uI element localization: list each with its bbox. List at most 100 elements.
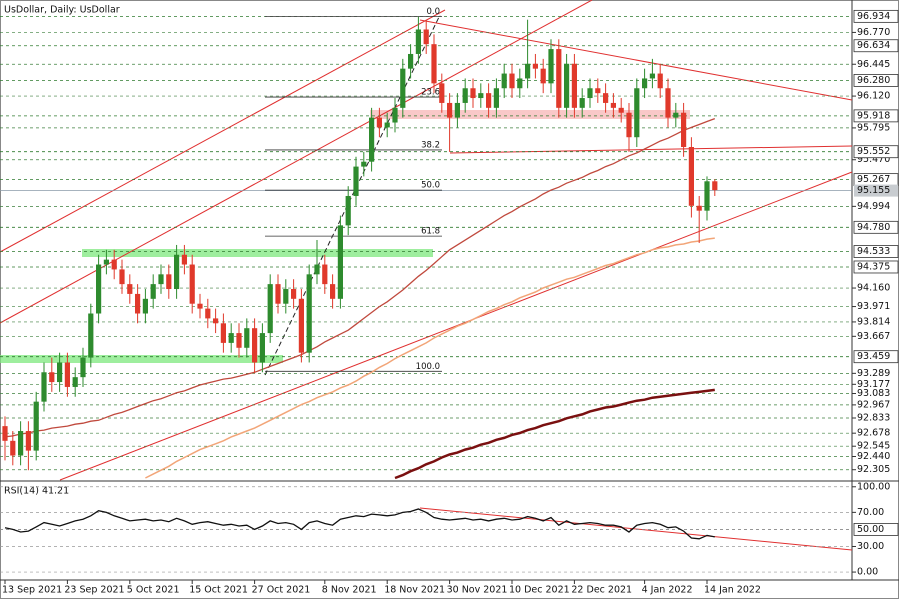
level-label: 95.552 [857,146,890,157]
candle-body [415,29,421,54]
candle-body [603,93,609,103]
candle-body [439,83,445,103]
line-series [4,117,716,438]
candle-body [587,88,593,99]
candle-body [64,362,70,387]
candle-body [517,78,523,89]
y-tick-label: 93.971 [857,301,890,312]
y-tick-label: 95.470 [857,154,890,165]
candle-body [2,426,8,441]
candle-body [197,303,203,309]
chart-title: UsDollar, Daily: UsDollar [4,5,120,16]
x-tick-label: 4 Jan 2022 [642,585,693,596]
candle-body [259,333,265,363]
level-label: 94.375 [857,261,890,272]
level-label: 93.459 [857,351,890,362]
candle-body [213,318,219,324]
candle-body [525,63,531,79]
y-tick-label: 70.00 [857,507,884,518]
candle-body [369,117,375,162]
candle-body [657,73,663,89]
fib-label: 23.6 [421,88,440,98]
y-tick-label: 92.545 [857,441,890,452]
y-tick-label: 92.305 [857,464,890,475]
y-tick-label: 92.833 [857,413,890,424]
candle-body [330,284,336,299]
candle-body [470,88,476,99]
y-tick-label: 92.440 [857,451,890,462]
candle-body [345,195,351,226]
candle-body [540,68,546,84]
candle-body [228,333,234,343]
current-price-label: 95.155 [857,185,890,196]
x-tick-label: 13 Sep 2021 [2,585,62,596]
x-tick-label: 23 Sep 2021 [64,585,124,596]
y-tick-label: 96.445 [857,59,890,70]
candle-body [665,88,671,118]
candle-body [41,372,47,402]
candle-body [626,112,632,138]
candle-body [509,73,515,89]
candle-body [189,264,195,304]
fib-label: 61.8 [421,227,440,237]
candle-body [532,63,538,69]
trend-line [59,171,853,481]
candle-body [618,107,624,113]
candle-body [252,328,258,363]
level-label: 96.934 [857,11,890,22]
x-tick-label: 5 Oct 2021 [127,585,180,596]
candle-body [33,401,39,451]
candle-body [337,225,343,299]
candle-body [127,284,133,294]
level-box [853,109,899,123]
candle-body [25,431,31,451]
candle-body [486,93,492,108]
candle-body [322,264,328,285]
candle-body [267,284,273,334]
fib-label: 38.2 [421,140,440,150]
x-tick-label: 8 Nov 2021 [322,585,377,596]
candle-body [595,88,601,94]
fib-label: 100.0 [416,362,440,372]
level-box [853,145,899,159]
candle-body [408,53,414,69]
level-label: 94.780 [857,222,890,233]
candle-body [181,254,187,265]
level-label: 96.280 [857,75,890,86]
candle-body [400,68,406,108]
candle-body [275,284,281,304]
candle-body [501,73,507,89]
candle-body [314,264,320,275]
candle-body [220,323,226,343]
candle-body [571,63,577,108]
level-box [853,245,899,258]
candle-body [564,63,570,108]
y-tick-label: 92.678 [857,428,890,439]
x-tick-label: 14 Jan 2022 [704,585,761,596]
line-series [145,237,715,479]
candle-body [80,357,86,378]
level-box [853,39,899,53]
line-series [4,508,715,540]
candle-body [306,274,312,353]
x-tick-label: 15 Oct 2021 [189,585,248,596]
level-label: 96.634 [857,40,890,51]
candle-body [447,102,453,118]
support-zone [0,355,283,363]
candle-body [712,181,718,191]
candle-body [376,117,382,128]
candle-body [49,372,55,383]
x-tick-label: 10 Dec 2021 [509,585,570,596]
candle-body [634,88,640,138]
candle-body [88,313,94,358]
y-tick-label: 94.160 [857,283,890,294]
fib-label: 50.0 [421,181,440,191]
x-tick-label: 27 Oct 2021 [252,585,311,596]
candle-body [556,49,562,108]
support-zone [82,249,433,257]
level-box [853,350,899,364]
candle-body [423,29,429,45]
level-box [853,220,899,234]
